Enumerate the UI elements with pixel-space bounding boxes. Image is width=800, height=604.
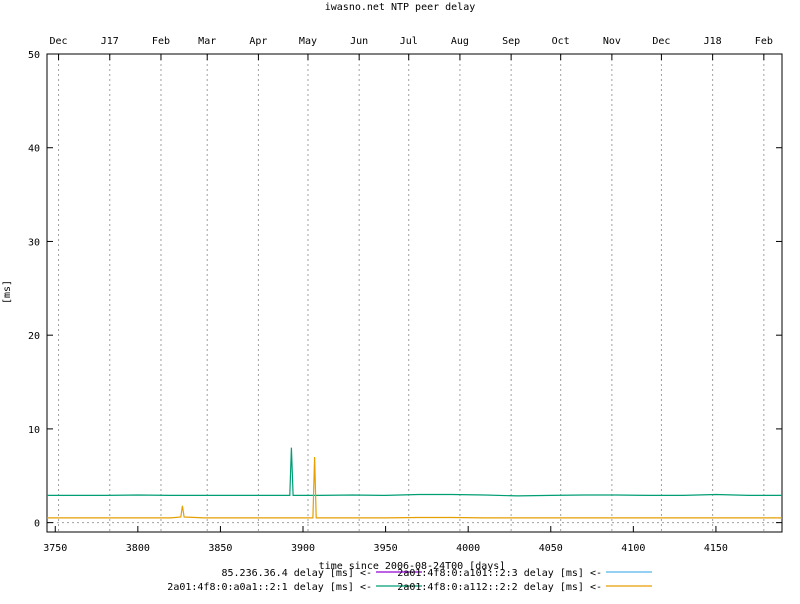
plot-frame — [46, 53, 783, 533]
y-tick-label: 10 — [28, 425, 40, 436]
x-tick-label: 3750 — [43, 543, 67, 554]
top-tick-label: Jul — [400, 36, 418, 47]
top-tick-label: Aug — [451, 36, 469, 47]
y-tick-label: 50 — [28, 50, 40, 61]
legend-label: 2a01:4f8:0:a112::2:2 delay [ms] <- — [397, 582, 602, 593]
top-tick-label: May — [299, 36, 317, 47]
legend-label: 2a01:4f8:0:a101::2:3 delay [ms] <- — [397, 568, 602, 579]
top-tick-label: Oct — [552, 36, 570, 47]
grid — [47, 54, 782, 532]
top-tick-label: Feb — [152, 36, 170, 47]
y-tick-label: 0 — [34, 519, 40, 530]
x-tick-label: 4050 — [539, 543, 563, 554]
top-tick-label: Mar — [198, 36, 216, 47]
axes: Dec J17 Feb Mar Apr May Jun Jul Aug Sep Oct Nov Dec J… — [28, 36, 783, 554]
top-tick-label: Apr — [249, 36, 267, 47]
series-line-3 — [47, 456, 782, 519]
x-tick-label: 3900 — [291, 543, 315, 554]
x-tick-label: 4150 — [704, 543, 728, 554]
top-tick-label: Sep — [502, 36, 520, 47]
x-tick-label: 3950 — [374, 543, 398, 554]
x-tick-label: 3850 — [208, 543, 232, 554]
top-tick-label: Feb — [755, 36, 773, 47]
y-tick-label: 40 — [28, 144, 40, 155]
top-tick-label: Jun — [350, 36, 368, 47]
series-lines — [47, 447, 782, 519]
x-axis-label: time since 2006-08-24T00 [days] — [319, 561, 506, 572]
x-tick-label: 4100 — [621, 543, 645, 554]
y-axis-label: [ms] — [2, 280, 13, 304]
top-tick-label: J18 — [704, 36, 722, 47]
top-tick-label: Dec — [50, 36, 68, 47]
top-tick-label: J17 — [101, 36, 119, 47]
legend-label: 85.236.36.4 delay [ms] <- — [221, 568, 372, 579]
x-tick-label: 4000 — [456, 543, 480, 554]
legend-label: 2a01:4f8:0:a0a1::2:1 delay [ms] <- — [167, 582, 372, 593]
chart-title: iwasno.net NTP peer delay — [325, 2, 476, 13]
series-line-2 — [47, 447, 782, 497]
top-tick-label: Nov — [603, 36, 621, 47]
legend: 85.236.36.4 delay [ms] <- 2a01:4f8:0:a101… — [167, 568, 652, 593]
top-tick-label: Dec — [652, 36, 670, 47]
y-tick-label: 20 — [28, 331, 40, 342]
x-tick-label: 3800 — [126, 543, 150, 554]
y-tick-label: 30 — [28, 237, 40, 248]
